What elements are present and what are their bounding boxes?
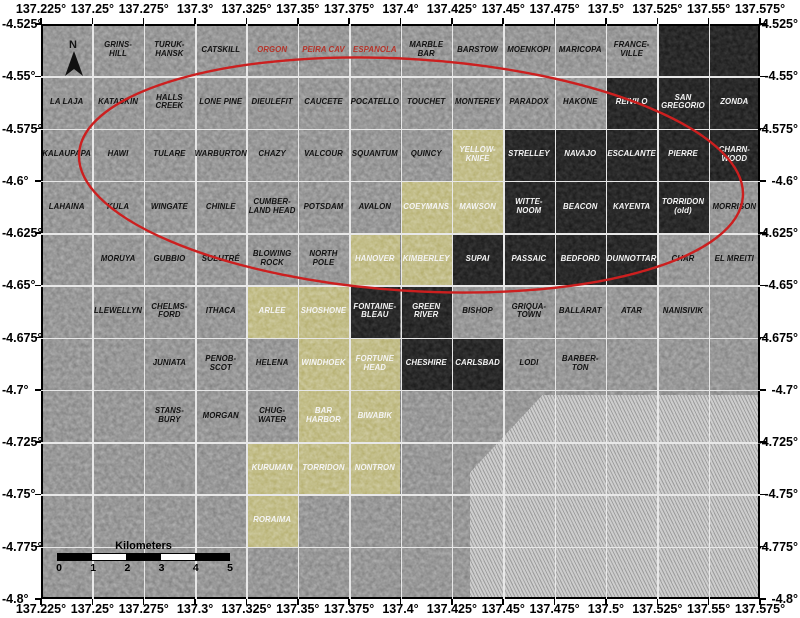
svg-text:N: N [69, 39, 77, 51]
